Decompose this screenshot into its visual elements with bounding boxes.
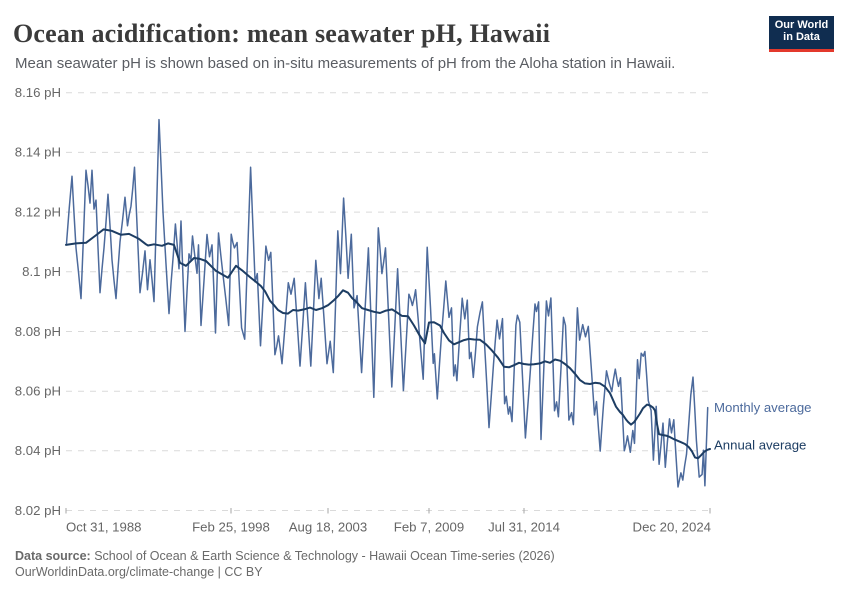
svg-text:8.08 pH: 8.08 pH bbox=[15, 324, 61, 339]
svg-text:Feb 7, 2009: Feb 7, 2009 bbox=[394, 520, 464, 535]
svg-text:Annual average: Annual average bbox=[714, 438, 806, 453]
svg-text:Aug 18, 2003: Aug 18, 2003 bbox=[289, 520, 367, 535]
svg-text:Oct 31, 1988: Oct 31, 1988 bbox=[66, 520, 142, 535]
svg-text:8.1 pH: 8.1 pH bbox=[22, 264, 61, 279]
svg-text:8.16 pH: 8.16 pH bbox=[15, 85, 61, 100]
svg-text:Dec 20, 2024: Dec 20, 2024 bbox=[633, 520, 711, 535]
svg-text:8.06 pH: 8.06 pH bbox=[15, 384, 61, 399]
svg-text:8.04 pH: 8.04 pH bbox=[15, 443, 61, 458]
svg-text:8.02 pH: 8.02 pH bbox=[15, 503, 61, 518]
svg-text:Feb 25, 1998: Feb 25, 1998 bbox=[192, 520, 270, 535]
svg-text:8.12 pH: 8.12 pH bbox=[15, 204, 61, 219]
svg-text:Jul 31, 2014: Jul 31, 2014 bbox=[488, 520, 560, 535]
svg-text:Monthly average: Monthly average bbox=[714, 400, 812, 415]
svg-text:8.14 pH: 8.14 pH bbox=[15, 145, 61, 160]
